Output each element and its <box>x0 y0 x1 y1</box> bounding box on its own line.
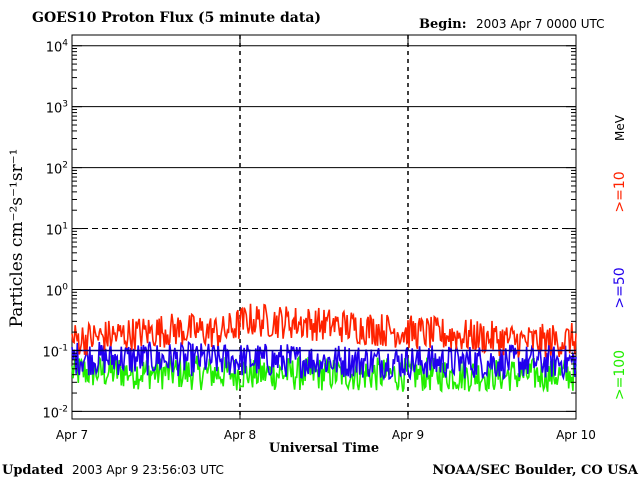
y-tick-label: 102 <box>46 161 68 178</box>
y-tick-label: 100 <box>46 283 69 300</box>
legend-ge50: >=50 <box>612 267 628 308</box>
x-tick-label: Apr 8 <box>224 428 256 442</box>
legend-ge100: >=100 <box>612 350 628 400</box>
legend-ge10: >=10 <box>612 171 628 212</box>
y-tick-label: 103 <box>46 100 68 117</box>
chart-title: GOES10 Proton Flux (5 minute data) <box>32 10 321 26</box>
y-axis-label: Particles cm⁻²s⁻¹sr⁻¹ <box>7 149 27 328</box>
y-tick-label: 101 <box>46 222 68 239</box>
updated-value: 2003 Apr 9 23:56:03 UTC <box>72 463 224 477</box>
units-label: MeV <box>613 114 627 141</box>
axis-layer: 104 103 102 101 100 10-1 10-2 Apr 7 Apr 8 Apr 9 Ap… <box>42 35 596 442</box>
series-layer <box>71 303 577 393</box>
begin-value: 2003 Apr 7 0000 UTC <box>476 17 605 31</box>
updated-label: Updated <box>2 463 63 478</box>
begin-label: Begin: <box>419 17 467 32</box>
x-axis-label: Universal Time <box>269 441 379 456</box>
series-line-0 <box>71 303 577 358</box>
x-tick-label: Apr 10 <box>556 428 596 442</box>
y-tick-label: 10-1 <box>42 343 68 360</box>
series-line-1 <box>71 340 577 382</box>
credit-text: NOAA/SEC Boulder, CO USA <box>432 463 639 478</box>
y-tick-label: 10-2 <box>42 404 68 421</box>
x-tick-label: Apr 9 <box>392 428 424 442</box>
y-tick-label: 104 <box>46 39 69 56</box>
x-tick-label: Apr 7 <box>56 428 88 442</box>
